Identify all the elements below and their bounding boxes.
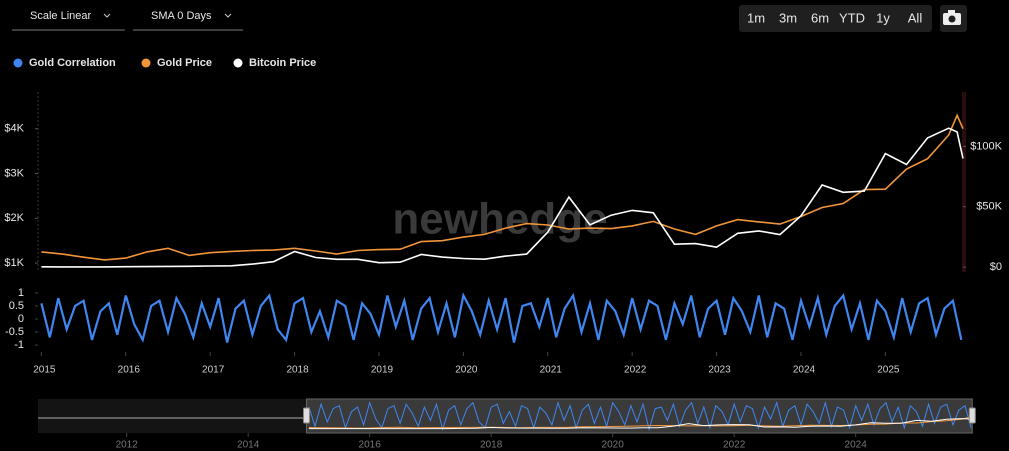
- watermark: newhedge: [392, 195, 607, 244]
- price-line: [41, 127, 964, 268]
- legend-swatch: [141, 58, 151, 68]
- legend-swatch: [233, 58, 243, 68]
- x-tick-label: 2025: [877, 365, 900, 376]
- scale-dropdown[interactable]: Scale Linear: [12, 10, 125, 31]
- chevron: [103, 13, 111, 18]
- range-button[interactable]: 3m: [779, 10, 797, 25]
- x-tick-label: 2016: [359, 440, 382, 451]
- right-edge: [962, 92, 966, 272]
- range-group: [739, 5, 932, 32]
- range-button[interactable]: 1m: [747, 10, 765, 25]
- x-tick-label: 2021: [540, 365, 563, 376]
- x-tick-label: 2018: [286, 365, 309, 376]
- y2-tick-label: $100K: [970, 140, 1002, 152]
- y-tick-label: -0.5: [5, 326, 24, 338]
- range-button[interactable]: All: [908, 10, 923, 25]
- x-tick-label: 2018: [480, 440, 503, 451]
- x-tick-label: 2024: [793, 365, 816, 376]
- legend-swatch: [13, 58, 23, 68]
- y-tick-label: 0: [18, 313, 24, 325]
- x-tick-label: 2019: [371, 365, 394, 376]
- y-tick-label: 1: [18, 287, 24, 299]
- range-button[interactable]: 6m: [811, 10, 829, 25]
- y2-tick-label: $0: [990, 261, 1002, 273]
- price-line: [41, 113, 964, 261]
- legend-label: Gold Price: [157, 57, 212, 69]
- x-tick-label: 2024: [845, 440, 868, 451]
- x-tick-label: 2012: [116, 440, 139, 451]
- legend-label: Gold Correlation: [29, 57, 116, 69]
- navigator-handle[interactable]: [303, 407, 311, 424]
- x-tick-label: 2017: [202, 365, 225, 376]
- navigator-correlation: [308, 400, 972, 432]
- navigator-price: [308, 418, 973, 430]
- x-tick-label: 2020: [455, 365, 478, 376]
- scale-label[interactable]: Scale Linear: [30, 10, 91, 22]
- x-tick-label: 2022: [723, 440, 746, 451]
- y-tick-label: -1: [14, 339, 24, 351]
- y-tick-label: $4K: [4, 123, 24, 135]
- sma-label[interactable]: SMA 0 Days: [151, 10, 212, 22]
- range-button[interactable]: 1y: [876, 10, 890, 25]
- range-button[interactable]: YTD: [839, 10, 865, 25]
- camera-icon: [943, 10, 961, 25]
- sma-dropdown[interactable]: SMA 0 Days: [133, 10, 243, 31]
- correlation-line: [40, 292, 963, 343]
- x-tick-label: 2014: [237, 440, 260, 451]
- y2-tick-label: $50K: [976, 201, 1002, 213]
- navigator-handle[interactable]: [968, 407, 976, 424]
- y-tick-label: $3K: [4, 167, 24, 179]
- y-tick-label: $2K: [4, 212, 24, 224]
- y-tick-label: 0.5: [9, 300, 24, 312]
- chevron: [224, 13, 232, 18]
- x-tick-label: 2016: [118, 365, 141, 376]
- x-tick-label: 2015: [33, 365, 56, 376]
- navigator-price: [308, 417, 973, 429]
- x-tick-label: 2022: [624, 365, 647, 376]
- x-tick-label: 2023: [708, 365, 731, 376]
- legend-label: Bitcoin Price: [249, 57, 316, 69]
- y-tick-label: $1K: [4, 257, 24, 269]
- x-tick-label: 2020: [602, 440, 625, 451]
